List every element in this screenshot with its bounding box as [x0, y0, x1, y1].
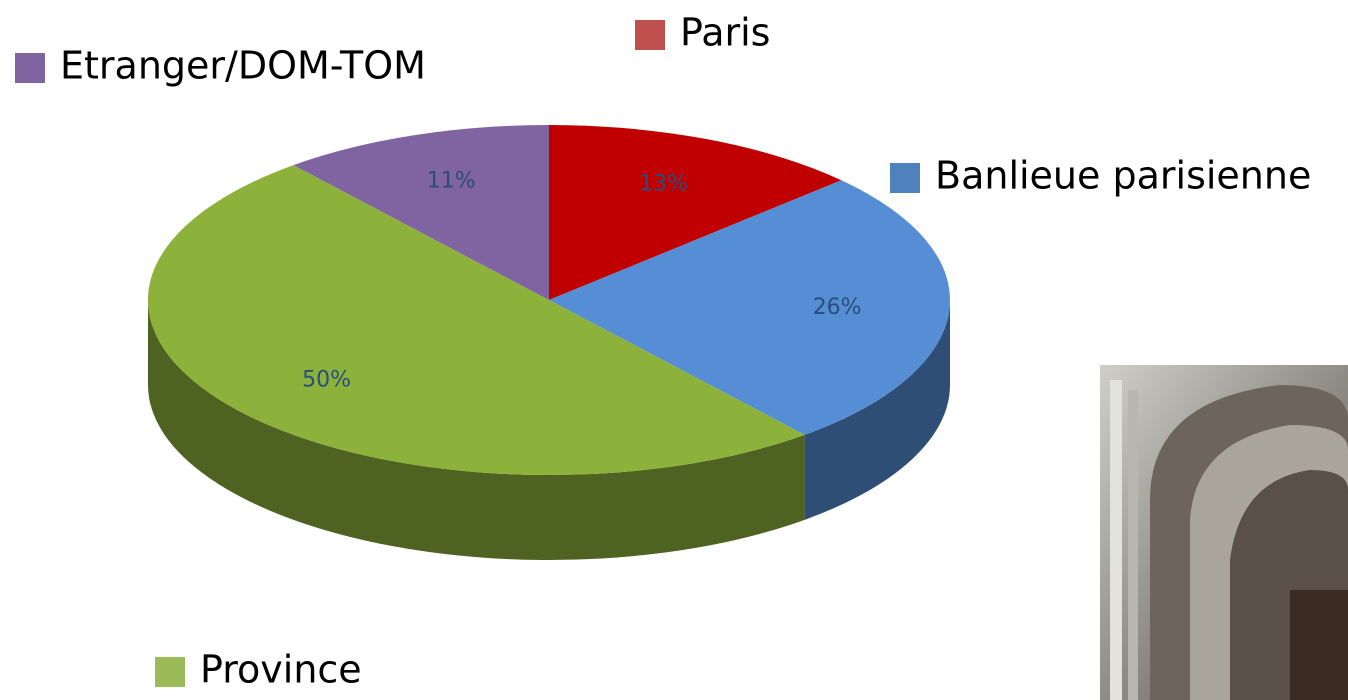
legend-swatch	[635, 20, 665, 50]
legend-label: Province	[200, 648, 362, 692]
legend-swatch	[15, 53, 45, 83]
legend-swatch	[155, 657, 185, 687]
value-label: 13%	[639, 171, 688, 196]
value-label: 50%	[302, 367, 351, 392]
legend-swatch	[890, 163, 920, 193]
legend-label: Etranger/DOM-TOM	[60, 44, 426, 88]
photo	[1100, 365, 1348, 700]
chart: 13% 26% 50% 11% Paris Banlieue parisienne Pro…	[0, 0, 1348, 700]
value-label: 26%	[813, 295, 862, 320]
pie: 13% 26% 50% 11%	[148, 125, 950, 560]
legend-label: Banlieue parisienne	[935, 154, 1311, 198]
value-label: 11%	[427, 168, 476, 193]
legend-label: Paris	[680, 11, 770, 55]
